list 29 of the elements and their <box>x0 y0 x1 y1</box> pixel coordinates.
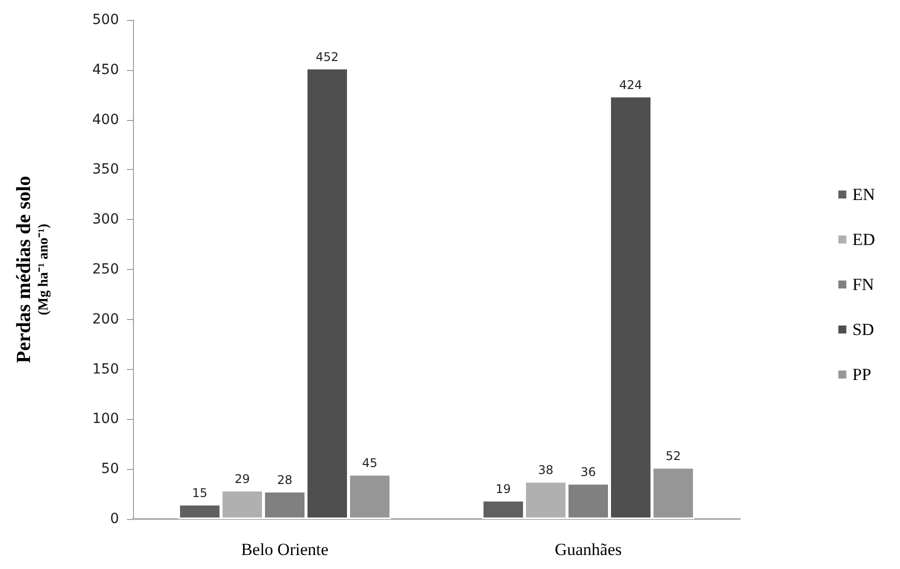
data-label: 19 <box>496 482 511 496</box>
y-tick-label: 350 <box>92 162 119 178</box>
y-tick-label: 100 <box>92 411 119 428</box>
y-tick-label: 250 <box>92 262 119 278</box>
data-label: 45 <box>362 456 378 470</box>
y-tick-label: 200 <box>92 311 119 328</box>
legend-label: EN <box>852 185 876 204</box>
y-tick-label: 50 <box>101 461 119 478</box>
data-label: 36 <box>580 465 596 480</box>
data-label: 29 <box>234 472 250 486</box>
y-tick-label: 150 <box>92 361 119 378</box>
legend-label: ED <box>852 230 876 249</box>
data-label: 15 <box>192 486 208 500</box>
x-tick-label: Belo Oriente <box>241 540 328 559</box>
x-tick-label: Guanhães <box>554 540 622 559</box>
y-tick-label: 500 <box>92 12 119 28</box>
legend-label: PP <box>852 365 872 384</box>
data-label: 52 <box>666 449 681 464</box>
y-axis-title: Perdas médias de solo (Mg ha⁻¹ ano⁻¹) <box>13 176 52 364</box>
data-label: 424 <box>619 78 642 92</box>
legend-label: SD <box>852 320 874 339</box>
data-label: 452 <box>316 50 339 64</box>
y-tick-label: 400 <box>92 112 119 128</box>
y-tick-label: 0 <box>110 511 119 527</box>
y-tick-label: 450 <box>92 62 119 78</box>
y-tick-label: 300 <box>92 212 119 228</box>
legend-label: FN <box>852 275 874 294</box>
data-label: 28 <box>277 473 292 488</box>
data-label: 38 <box>538 463 554 478</box>
